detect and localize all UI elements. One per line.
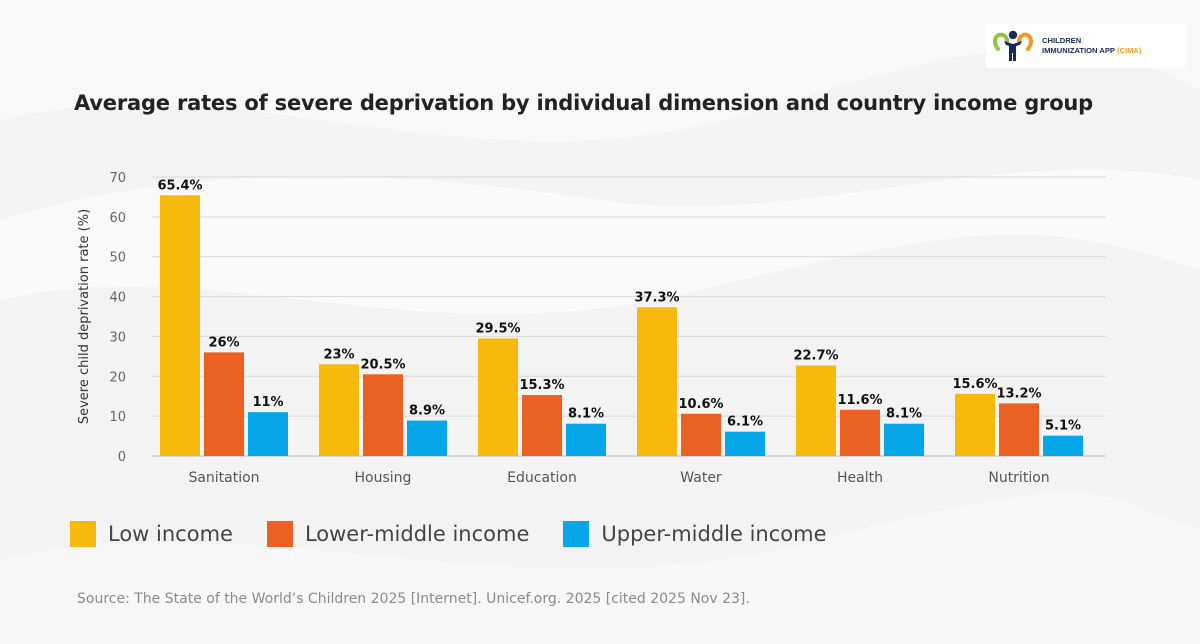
chart-legend: Low income Lower-middle income Upper-mid… (70, 518, 861, 550)
legend-item-low-income: Low income (70, 521, 233, 547)
legend-label-upper-middle-income: Upper-middle income (601, 522, 827, 546)
legend-swatch-low-income (70, 521, 96, 547)
y-tick-label: 40 (109, 291, 126, 306)
legend-swatch-upper-middle-income (563, 521, 590, 547)
data-label: 26% (208, 335, 239, 350)
data-label: 10.6% (678, 397, 723, 412)
x-tick-label: Sanitation (188, 470, 259, 486)
y-tick-label: 60 (109, 211, 126, 226)
bar (566, 423, 606, 456)
x-tick-label: Water (680, 470, 722, 486)
y-axis-label: Severe child deprivation rate (%) (77, 209, 92, 424)
bar (407, 420, 447, 456)
chart-title: Average rates of severe deprivation by i… (74, 91, 1094, 115)
legend-swatch-lower-middle-income (266, 521, 293, 547)
legend-item-lower-middle-income: Lower-middle income (266, 521, 530, 547)
legend-item-upper-middle-income: Upper-middle income (563, 521, 827, 547)
data-label: 6.1% (727, 415, 763, 430)
bar (796, 365, 836, 456)
logo-line-1: CHILDREN (1042, 36, 1082, 45)
data-label: 15.3% (519, 378, 564, 393)
data-label: 20.5% (360, 357, 405, 372)
bar (363, 374, 403, 456)
x-tick-label: Education (507, 470, 577, 486)
logo-line-2-accent: (CIMA) (1116, 46, 1142, 55)
data-label: 5.1% (1045, 419, 1081, 434)
bar (840, 409, 880, 456)
bar (637, 307, 677, 456)
y-tick-label: 20 (109, 370, 126, 385)
source-citation: Source: The State of the World’s Childre… (77, 591, 750, 607)
logo-text: CHILDREN IMMUNIZATION APP (CIMA) (1042, 36, 1141, 56)
x-tick-label: Nutrition (988, 470, 1049, 486)
bar (248, 412, 288, 456)
data-label: 22.7% (793, 349, 838, 364)
data-label: 15.6% (952, 377, 997, 392)
logo-line-2-main: IMMUNIZATION APP (1042, 46, 1115, 55)
bar (478, 338, 518, 456)
y-tick-label: 50 (109, 251, 126, 266)
legend-label-low-income: Low income (108, 522, 233, 546)
data-label: 8.9% (409, 404, 445, 419)
bar-chart: 0 10 20 30 40 50 60 70 Severe child deprivation … (77, 171, 1106, 486)
bar (160, 195, 200, 456)
y-tick-label: 10 (109, 410, 126, 425)
data-label: 8.1% (568, 407, 604, 422)
cima-logo: CHILDREN IMMUNIZATION APP (CIMA) (986, 24, 1186, 68)
bar (522, 395, 562, 456)
bar (1043, 435, 1083, 456)
x-tick-label: Housing (355, 470, 412, 486)
y-tick-label: 30 (109, 330, 126, 345)
bar (884, 423, 924, 456)
bar (725, 431, 765, 456)
data-label: 23% (323, 347, 354, 362)
y-tick-label: 70 (109, 171, 126, 186)
data-label: 11% (252, 395, 283, 410)
legend-label-lower-middle-income: Lower-middle income (304, 522, 530, 546)
data-label: 11.6% (837, 393, 882, 408)
x-tick-label: Health (837, 470, 883, 486)
bar (204, 352, 244, 456)
family-heart-icon (993, 30, 1033, 61)
data-label: 37.3% (634, 290, 679, 305)
y-tick-label: 0 (118, 450, 126, 465)
bar (955, 393, 995, 456)
bar (319, 364, 359, 456)
bar (681, 413, 721, 456)
data-label: 13.2% (996, 386, 1041, 401)
logo-line-2: IMMUNIZATION APP (CIMA) (1042, 46, 1141, 56)
data-label: 29.5% (475, 321, 520, 336)
data-label: 65.4% (157, 178, 202, 193)
bar (999, 403, 1039, 456)
data-label: 8.1% (886, 407, 922, 422)
